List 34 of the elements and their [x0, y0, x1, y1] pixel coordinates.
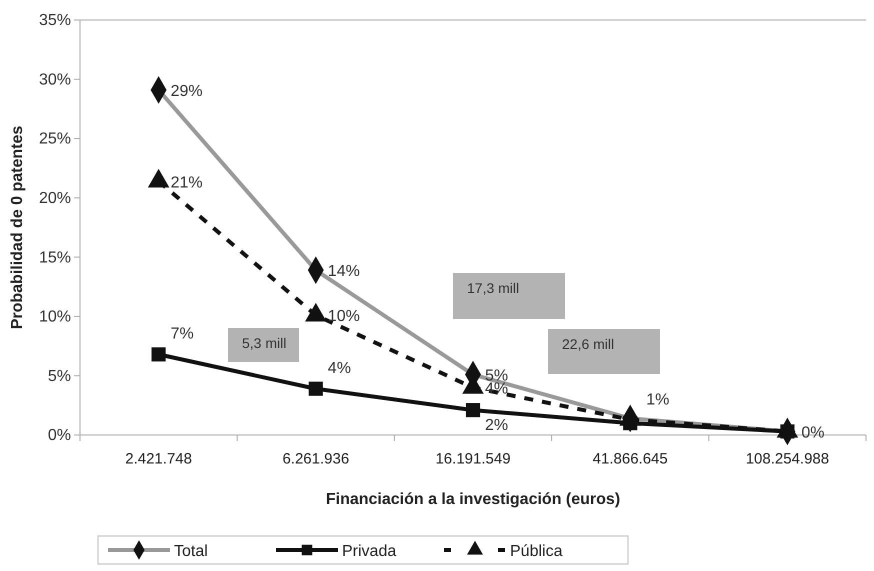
x-tick-label: 108.254.988	[746, 450, 830, 468]
data-label: 29%	[170, 82, 203, 100]
y-tick-label: 20%	[38, 190, 71, 207]
legend-label: Total	[174, 543, 208, 560]
x-tick-label: 2.421.748	[125, 450, 192, 468]
y-tick-label: 15%	[38, 249, 71, 266]
y-tick-label: 25%	[38, 130, 71, 148]
x-tick-label: 41.866.645	[592, 450, 668, 468]
y-tick-label: 10%	[38, 308, 71, 326]
x-axis-title: Financiación a la investigación (euros)	[326, 491, 620, 508]
y-tick-label: 35%	[38, 12, 71, 30]
x-tick-label: 16.191.549	[435, 450, 511, 468]
y-tick-label: 0%	[48, 427, 71, 444]
data-label: 10%	[328, 308, 360, 326]
note-box: 17,3 mill	[453, 273, 565, 319]
data-label: 4%	[485, 380, 508, 398]
legend-label: Privada	[342, 543, 396, 560]
note-box: 5,3 mill	[228, 328, 299, 362]
annotation: 17,3 mill	[467, 280, 520, 296]
y-tick-label: 30%	[38, 71, 71, 88]
data-label: 1%	[646, 391, 670, 408]
legend-label: Pública	[510, 543, 563, 560]
annotation: 22,6 mill	[562, 336, 614, 352]
data-label: 14%	[328, 263, 360, 280]
data-label: 7%	[170, 325, 194, 342]
annotation: 5,3 mill	[242, 335, 286, 351]
data-label: 4%	[328, 360, 351, 377]
note-box: 22,6 mill	[548, 329, 660, 374]
data-label: 2%	[485, 417, 508, 434]
y-axis-title: Probabilidad de 0 patentes	[9, 126, 26, 330]
y-tick-label: 5%	[48, 368, 71, 385]
data-label: 21%	[170, 174, 203, 192]
data-label: 0%	[801, 424, 825, 442]
x-tick-label: 6.261.936	[282, 450, 350, 468]
